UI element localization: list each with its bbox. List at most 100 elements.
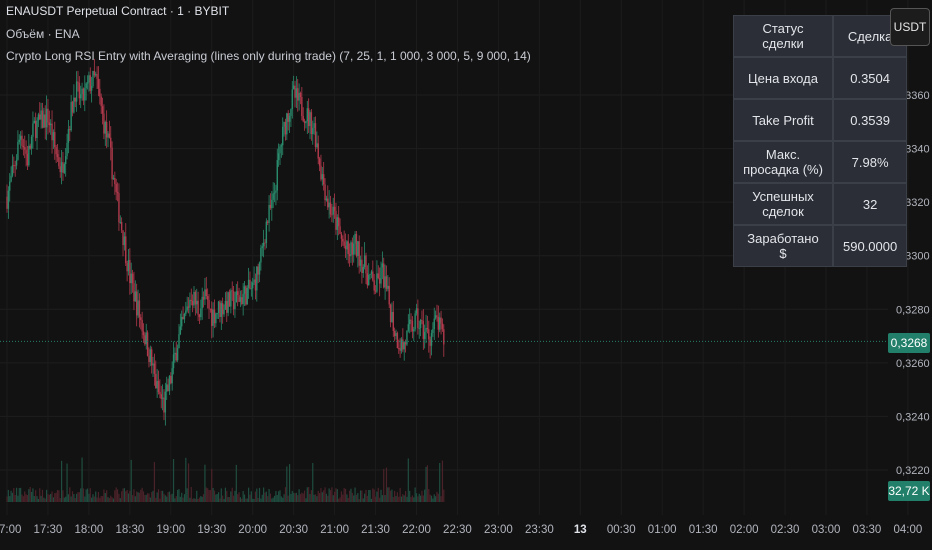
candle-body	[441, 323, 444, 330]
symbol-title[interactable]: ENAUSDT Perpetual Contract · 1 · BYBIT	[6, 4, 230, 18]
volume-bar	[436, 491, 438, 502]
candle-body	[115, 184, 117, 192]
volume-bar	[418, 493, 420, 502]
candle-body	[336, 217, 339, 230]
candle-body	[290, 109, 292, 117]
candle-body	[40, 110, 42, 120]
x-axis[interactable]: 17:00 17:30 18:00 18:30 19:00 19:30 20:00 20:30…	[0, 524, 922, 536]
candle-body	[393, 330, 396, 337]
volume-bar	[392, 497, 394, 502]
candle-body	[355, 233, 358, 256]
volume-bar	[118, 493, 120, 502]
candle-body	[21, 135, 23, 146]
candle-body	[45, 108, 48, 128]
candle-body	[426, 328, 429, 330]
volume-bar	[383, 468, 385, 502]
volume-bar	[22, 496, 24, 502]
volume-bar	[293, 492, 295, 502]
volume-bar	[299, 494, 302, 502]
candle-body	[74, 97, 76, 102]
candle-body	[373, 280, 375, 291]
x-tick-label: 02:30	[771, 524, 800, 536]
indicator-legend[interactable]: Crypto Long RSI Entry with Averaging (li…	[6, 49, 531, 63]
volume-bar	[179, 496, 181, 502]
volume-bar	[278, 491, 280, 502]
volume-bar	[250, 491, 252, 502]
candle-body	[368, 274, 370, 286]
volume-bar	[61, 460, 63, 502]
candle-body	[292, 85, 295, 90]
volume-bar	[201, 496, 203, 502]
candle-body	[430, 333, 433, 346]
candle-body	[164, 391, 167, 413]
volume-bar	[153, 462, 156, 502]
volume-bar	[114, 490, 116, 502]
volume-bar	[172, 459, 175, 502]
candle-body	[211, 308, 213, 326]
volume-bar	[342, 494, 344, 502]
volume-bar	[385, 467, 388, 502]
volume-bar	[70, 496, 72, 502]
candle-body	[358, 241, 360, 266]
candle-body	[439, 317, 441, 330]
volume-bar	[110, 495, 112, 502]
volume-bar	[9, 496, 11, 502]
volume-bar	[303, 490, 306, 502]
candle-body	[64, 156, 67, 165]
candle-body	[156, 381, 158, 389]
candle-body	[260, 247, 262, 263]
candle-body	[172, 354, 175, 369]
volume-bar	[197, 498, 199, 502]
candle-body	[280, 145, 283, 147]
candle-body	[436, 315, 438, 317]
volume-bar	[441, 460, 444, 502]
volume-bar	[209, 489, 211, 502]
candle-body	[194, 291, 197, 305]
volume-bar	[26, 495, 29, 502]
candle-body	[370, 271, 373, 274]
candle-body	[224, 300, 227, 310]
volume-bar	[428, 489, 430, 502]
candle-body	[385, 276, 388, 289]
candle-body	[344, 245, 347, 250]
candle-body	[299, 92, 302, 97]
candle-body	[14, 165, 16, 167]
candle-body	[186, 306, 188, 311]
candle-body	[404, 342, 407, 345]
volume-bar	[122, 488, 124, 502]
candle-body	[135, 291, 138, 316]
candle-body	[277, 153, 280, 161]
volume-bar	[406, 496, 408, 502]
x-tick-label: 01:30	[689, 524, 718, 536]
volume-bar	[249, 494, 251, 502]
volume-bar	[297, 495, 299, 502]
volume-bar	[159, 498, 161, 502]
volume-bar	[238, 492, 240, 502]
volume-bar	[185, 457, 187, 502]
candle-body	[18, 139, 20, 142]
volume-bar	[301, 492, 303, 502]
volume-legend[interactable]: Объём · ENA	[6, 27, 80, 41]
candle-body	[425, 328, 427, 332]
candle-body	[325, 198, 328, 201]
volume-bar	[339, 497, 341, 502]
candle-body	[247, 279, 250, 288]
volume-bar	[321, 492, 323, 502]
candle-body	[408, 319, 411, 325]
volume-bar	[419, 495, 422, 502]
volume-bar	[136, 491, 138, 502]
volume-bar	[245, 498, 247, 502]
volume-bar	[50, 493, 52, 502]
volume-bar	[164, 495, 166, 502]
candle-body	[137, 300, 139, 316]
volume-bar	[404, 491, 407, 502]
volume-bar	[15, 487, 18, 502]
volume-bar	[13, 488, 15, 502]
candle-body	[429, 339, 431, 346]
currency-button[interactable]: USDT	[890, 8, 930, 46]
candle-body	[384, 276, 386, 288]
x-tick-label: 23:30	[525, 524, 554, 536]
volume-bar	[239, 497, 242, 502]
candle-body	[30, 136, 33, 149]
